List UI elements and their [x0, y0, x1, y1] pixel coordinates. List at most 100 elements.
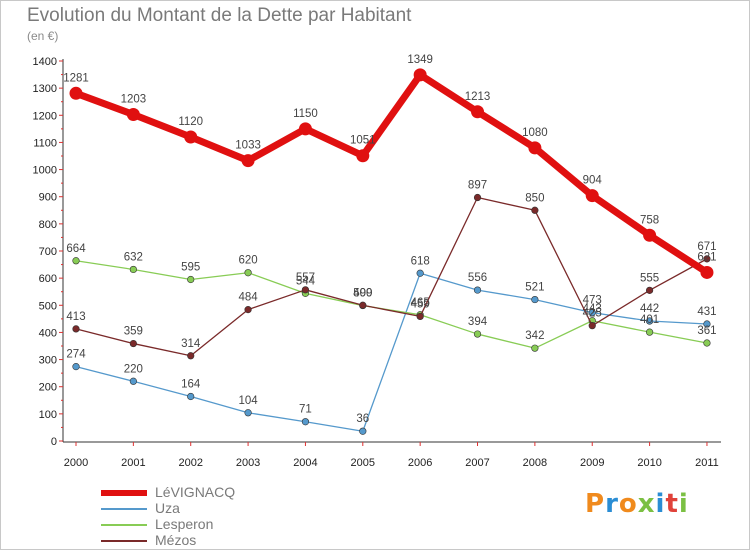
chart-subtitle: (en €): [27, 29, 59, 43]
data-label: 595: [181, 262, 200, 274]
data-label: 621: [697, 251, 716, 263]
data-label: 557: [296, 272, 315, 284]
data-point: [187, 392, 195, 401]
data-label: 473: [583, 295, 602, 307]
data-point: [531, 206, 539, 214]
y-tick-label: 700: [39, 246, 57, 258]
series-line-lévignacq: [74, 71, 709, 276]
data-label: 664: [66, 243, 86, 255]
data-point: [700, 265, 714, 279]
data-point: [187, 352, 195, 360]
data-label: 425: [583, 308, 602, 320]
data-label: 521: [525, 282, 544, 294]
y-tick-label: 800: [39, 219, 57, 231]
y-tick-label: 500: [39, 300, 57, 312]
y-tick-label: 400: [39, 327, 57, 339]
data-point: [301, 418, 310, 426]
data-point: [473, 286, 482, 294]
data-point: [129, 265, 137, 274]
legend-swatch: [101, 524, 147, 526]
data-label: 897: [468, 180, 487, 192]
data-point: [645, 328, 654, 336]
data-label: 1203: [121, 93, 147, 105]
data-label: 431: [697, 306, 716, 318]
y-tick-label: 100: [39, 409, 57, 421]
data-point: [473, 330, 482, 338]
legend-label: Mézos: [155, 532, 197, 548]
legend-label: Uza: [155, 500, 180, 516]
data-point: [531, 295, 539, 304]
data-label: 164: [181, 378, 201, 390]
data-label: 442: [640, 303, 659, 315]
logo-letter: i: [655, 489, 666, 519]
logo-letter: r: [605, 489, 619, 519]
data-point: [416, 269, 424, 277]
data-point: [531, 344, 539, 352]
data-label: 1051: [350, 135, 376, 147]
y-tick-label: 600: [39, 273, 57, 285]
x-tick-label: 2008: [523, 457, 547, 469]
data-point: [703, 255, 711, 263]
data-label: 359: [124, 326, 143, 338]
data-point: [528, 141, 542, 155]
data-label: 413: [66, 311, 85, 323]
logo-letter: t: [665, 489, 679, 519]
legend-swatch: [101, 540, 147, 542]
data-label: 544: [296, 275, 316, 287]
data-point: [356, 149, 370, 163]
series-line-lesperon: [75, 260, 708, 349]
data-label: 314: [181, 338, 201, 350]
logo-letter: o: [618, 489, 638, 519]
data-label: 620: [238, 255, 257, 267]
y-tick-label: 1300: [33, 83, 57, 95]
legend-swatch: [101, 508, 147, 510]
data-label: 1120: [178, 116, 203, 128]
data-point: [301, 286, 310, 294]
proxiti-logo: Proxiti: [585, 489, 689, 519]
x-tick-label: 2007: [465, 457, 489, 469]
data-point: [643, 228, 657, 242]
data-label: 361: [697, 325, 716, 337]
legend-label: LéVIGNACQ: [155, 484, 236, 500]
data-point: [703, 339, 711, 347]
data-point: [416, 312, 424, 321]
data-point: [359, 301, 367, 309]
data-point: [645, 317, 654, 325]
data-label: 104: [238, 395, 258, 407]
logo-letter: x: [637, 489, 656, 519]
data-point: [72, 325, 80, 333]
data-point: [588, 309, 596, 317]
logo-letter: P: [585, 489, 606, 519]
data-point: [645, 286, 654, 294]
x-tick-label: 2005: [351, 457, 375, 469]
data-label: 556: [468, 272, 487, 284]
data-label: 500: [353, 287, 372, 299]
data-point: [129, 339, 137, 348]
data-point: [244, 306, 252, 314]
series-line-mézos: [75, 196, 708, 357]
data-point: [473, 193, 482, 202]
data-label: 342: [525, 330, 544, 342]
x-tick-label: 2001: [121, 457, 145, 469]
logo-letter: i: [678, 489, 689, 519]
y-tick-label: 1200: [33, 110, 57, 122]
x-tick-label: 2004: [293, 457, 317, 469]
legend-swatch: [101, 490, 147, 496]
data-label: 1349: [407, 54, 433, 66]
data-label: 36: [356, 413, 369, 425]
data-label: 71: [299, 404, 312, 416]
data-point: [244, 409, 252, 417]
y-tick-label: 300: [39, 355, 57, 367]
data-label: 1080: [522, 127, 548, 139]
data-label: 758: [640, 214, 659, 226]
data-point: [588, 322, 596, 330]
data-point: [298, 122, 312, 136]
series-line-uza: [75, 272, 707, 432]
y-tick-label: 0: [51, 436, 57, 448]
x-tick-label: 2009: [580, 457, 604, 469]
data-point: [72, 257, 80, 265]
y-tick-label: 1400: [33, 56, 57, 68]
data-point: [244, 269, 252, 277]
data-point: [184, 130, 198, 144]
